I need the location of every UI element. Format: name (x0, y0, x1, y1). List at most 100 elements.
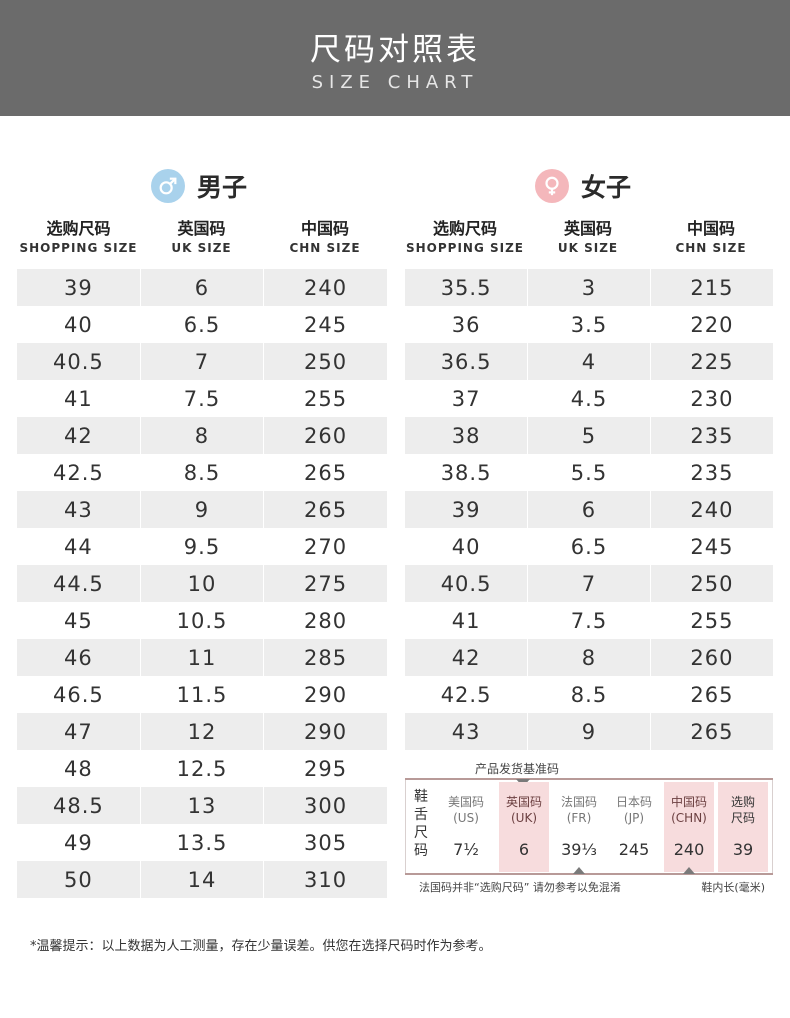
table-cell: 7 (139, 343, 265, 380)
table-cell: 250 (263, 343, 387, 380)
table-cell: 10 (139, 565, 265, 602)
table-cell: 9 (139, 491, 265, 528)
table-cell: 45 (17, 602, 141, 639)
table-row: 38 5 235 (405, 417, 773, 454)
female-symbol-icon (535, 169, 569, 203)
table-row: 49 13.5 305 (17, 824, 387, 861)
table-cell: 10.5 (139, 602, 265, 639)
table-cell: 9 (527, 713, 651, 750)
divider (405, 873, 773, 875)
ref-col-sub: (US) (453, 811, 479, 825)
table-row: 48 12.5 295 (17, 750, 387, 787)
table-cell: 12 (139, 713, 265, 750)
table-cell: 46.5 (17, 676, 141, 713)
table-cell: 41 (405, 602, 529, 639)
women-col-chn-size: 中国码 CHN SIZE (649, 219, 773, 257)
table-cell: 7 (527, 565, 651, 602)
header-banner: 尺码对照表 SIZE CHART (0, 0, 790, 116)
table-cell: 260 (649, 639, 773, 676)
men-col-uk-size: 英国码 UK SIZE (140, 219, 263, 257)
male-symbol-icon (151, 169, 185, 203)
table-cell: 43 (17, 491, 141, 528)
table-cell: 240 (649, 491, 773, 528)
table-cell: 36.5 (405, 343, 529, 380)
col-header-zh: 中国码 (300, 219, 349, 238)
table-row: 36 3.5 220 (405, 306, 773, 343)
table-row: 40 6.5 245 (17, 306, 387, 343)
ref-col-shopping-size: 选购 尺码 39 (718, 782, 768, 872)
table-cell: 38.5 (405, 454, 529, 491)
table-row: 42.5 8.5 265 (17, 454, 387, 491)
table-row: 37 4.5 230 (405, 380, 773, 417)
table-cell: 42.5 (17, 454, 141, 491)
ref-col-header: 美国码 (447, 795, 484, 809)
table-cell: 265 (263, 454, 387, 491)
table-cell: 38 (405, 417, 529, 454)
men-heading: 男子 (151, 168, 247, 204)
table-row: 40.5 7 250 (405, 565, 773, 602)
table-row: 40.5 7 250 (17, 343, 387, 380)
table-cell: 42 (405, 639, 529, 676)
ref-col-header: 英国码 (505, 795, 542, 809)
ref-col-header: 选购 (730, 795, 755, 809)
women-col-shopping-size: 选购尺码 SHOPPING SIZE (403, 219, 527, 257)
table-cell: 255 (263, 380, 387, 417)
arrow-up-icon (573, 867, 585, 874)
men-col-shopping-size: 选购尺码 SHOPPING SIZE (17, 219, 140, 257)
ref-col-sub: (CHN) (671, 811, 707, 825)
table-cell: 7.5 (527, 602, 651, 639)
ref-col-header: 法国码 (560, 795, 597, 809)
table-cell: 4.5 (527, 380, 651, 417)
table-cell: 265 (649, 713, 773, 750)
table-cell: 6 (139, 269, 265, 306)
ref-col-value: 245 (618, 840, 650, 859)
table-row: 43 9 265 (405, 713, 773, 750)
ref-col-uk: 英国码 (UK) 6 (499, 782, 549, 872)
table-cell: 5.5 (527, 454, 651, 491)
col-header-zh: 英国码 (177, 219, 226, 238)
table-cell: 290 (263, 676, 387, 713)
table-row: 41 7.5 255 (17, 380, 387, 417)
ref-col-value: 39⅓ (561, 840, 597, 859)
page-subtitle: SIZE CHART (311, 72, 479, 93)
table-cell: 250 (649, 565, 773, 602)
table-cell: 8.5 (139, 454, 265, 491)
table-cell: 235 (649, 417, 773, 454)
table-cell: 285 (263, 639, 387, 676)
ref-col-sub: (JP) (623, 811, 645, 825)
table-cell: 270 (263, 528, 387, 565)
table-cell: 39 (405, 491, 529, 528)
table-cell: 265 (263, 491, 387, 528)
table-cell: 12.5 (139, 750, 265, 787)
table-row: 50 14 310 (17, 861, 387, 898)
women-label: 女子 (581, 173, 632, 202)
col-header-zh: 选购尺码 (46, 219, 111, 238)
table-cell: 48.5 (17, 787, 141, 824)
table-cell: 9.5 (139, 528, 265, 565)
tongue-size-label: 鞋舌尺码 (407, 788, 435, 860)
men-col-chn-size: 中国码 CHN SIZE (263, 219, 387, 257)
col-header-en: CHN SIZE (289, 241, 361, 255)
french-size-note: 法国码并非“选购尺码” 请勿参考以免混淆 (419, 881, 621, 894)
table-cell: 5 (527, 417, 651, 454)
table-row: 45 10.5 280 (17, 602, 387, 639)
arrow-up-icon (683, 867, 695, 874)
ref-col-value: 240 (673, 840, 705, 859)
col-header-zh: 中国码 (686, 219, 735, 238)
table-cell: 37 (405, 380, 529, 417)
table-row: 48.5 13 300 (17, 787, 387, 824)
divider (405, 778, 773, 780)
table-row: 35.5 3 215 (405, 269, 773, 306)
ref-col-value: 7½ (453, 840, 479, 859)
table-cell: 8 (139, 417, 265, 454)
women-heading: 女子 (535, 168, 631, 204)
shipping-reference-box: 产品发货基准码 鞋舌尺码 美国码 (US) 7½ 英国码 (UK) 6 法国码 … (405, 760, 775, 900)
ref-col-us: 美国码 (US) 7½ (441, 782, 491, 872)
col-header-en: SHOPPING SIZE (405, 241, 525, 255)
table-cell: 35.5 (405, 269, 529, 306)
table-cell: 4 (527, 343, 651, 380)
table-cell: 300 (263, 787, 387, 824)
table-cell: 6.5 (527, 528, 651, 565)
table-cell: 240 (263, 269, 387, 306)
table-cell: 220 (649, 306, 773, 343)
